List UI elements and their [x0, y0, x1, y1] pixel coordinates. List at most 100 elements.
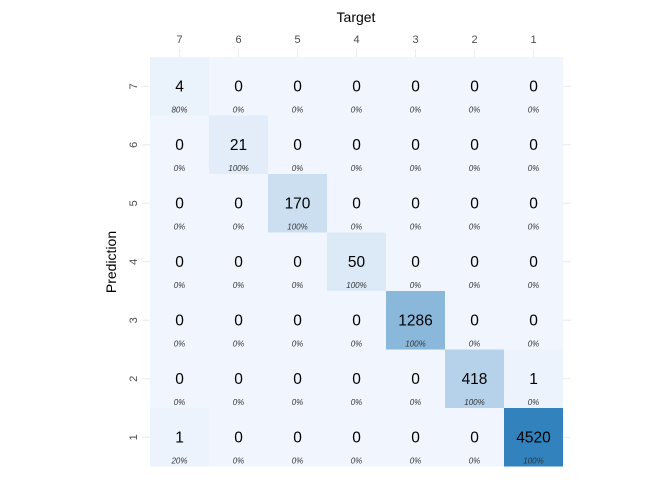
cell-percent-label: 0%	[410, 398, 422, 407]
heatmap-cell	[150, 349, 209, 408]
cell-percent-label: 0%	[233, 223, 245, 232]
cell-percent-label: 0%	[528, 281, 540, 290]
heatmap-cell	[268, 408, 327, 467]
heatmap-cell	[327, 174, 386, 233]
heatmap-cell	[445, 57, 504, 116]
heatmap-cell	[386, 232, 445, 291]
cell-count-label: 0	[234, 312, 243, 329]
cell-percent-label: 0%	[469, 457, 481, 466]
cell-percent-label: 0%	[174, 340, 186, 349]
cell-count-label: 0	[470, 195, 479, 212]
cell-percent-label: 0%	[292, 281, 304, 290]
cell-percent-label: 80%	[171, 106, 187, 115]
heatmap-cell	[504, 115, 563, 174]
cell-percent-label: 0%	[469, 106, 481, 115]
cell-percent-label: 100%	[346, 281, 366, 290]
cell-count-label: 0	[352, 195, 361, 212]
cell-count-label: 0	[234, 429, 243, 446]
cell-count-label: 0	[529, 312, 538, 329]
cell-percent-label: 20%	[170, 457, 187, 466]
heatmap-cell	[268, 291, 327, 350]
heatmap-cell	[150, 57, 209, 116]
cell-percent-label: 0%	[528, 398, 540, 407]
heatmap-cell	[386, 291, 445, 350]
y-tick-label: 5	[128, 200, 140, 206]
cell-count-label: 0	[352, 78, 361, 95]
cell-count-label: 0	[175, 195, 184, 212]
cell-percent-label: 0%	[469, 281, 481, 290]
cell-count-label: 0	[293, 78, 302, 95]
cell-percent-label: 100%	[287, 223, 307, 232]
cell-percent-label: 0%	[351, 164, 363, 173]
cell-percent-label: 100%	[523, 457, 543, 466]
cell-count-label: 0	[470, 137, 479, 154]
cell-count-label: 0	[293, 429, 302, 446]
cell-percent-label: 0%	[233, 340, 245, 349]
cell-count-label: 0	[293, 137, 302, 154]
cell-count-label: 50	[348, 254, 366, 271]
cell-count-label: 0	[529, 78, 538, 95]
heatmap-cell	[445, 349, 504, 408]
cell-percent-label: 0%	[528, 106, 540, 115]
cell-count-label: 0	[470, 429, 479, 446]
heatmap-cell	[209, 174, 268, 233]
heatmap-cell	[209, 57, 268, 116]
cell-count-label: 0	[293, 312, 302, 329]
heatmap-cell	[445, 232, 504, 291]
heatmap-cell	[209, 291, 268, 350]
cell-percent-label: 0%	[174, 398, 186, 407]
cell-count-label: 418	[462, 371, 488, 388]
cell-count-label: 0	[234, 254, 243, 271]
cell-count-label: 0	[352, 429, 361, 446]
heatmap-cell	[209, 115, 268, 174]
cell-percent-label: 0%	[233, 106, 245, 115]
heatmap-cell	[268, 232, 327, 291]
cell-percent-label: 0%	[233, 457, 245, 466]
y-tick-label: 7	[128, 83, 140, 89]
cell-count-label: 1	[529, 371, 538, 388]
cell-count-label: 0	[411, 254, 420, 271]
x-tick-label: 1	[530, 34, 536, 46]
x-tick-label: 7	[176, 34, 182, 46]
heatmap-cell	[504, 232, 563, 291]
x-tick-label: 4	[353, 34, 359, 46]
x-tick-label: 3	[412, 34, 418, 46]
x-tick-label: 5	[294, 34, 300, 46]
cell-count-label: 0	[529, 137, 538, 154]
heatmap-cell	[268, 349, 327, 408]
cell-count-label: 0	[293, 254, 302, 271]
cell-percent-label: 100%	[464, 398, 484, 407]
cell-percent-label: 0%	[410, 164, 422, 173]
cell-percent-label: 0%	[469, 340, 481, 349]
heatmap-cell	[386, 349, 445, 408]
heatmap-cell	[150, 408, 209, 467]
cell-percent-label: 0%	[410, 457, 422, 466]
heatmap-cell	[445, 115, 504, 174]
cell-percent-label: 0%	[410, 281, 422, 290]
cell-percent-label: 0%	[410, 106, 422, 115]
heatmap-cell	[386, 408, 445, 467]
heatmap-cell	[150, 291, 209, 350]
y-tick-label: 2	[128, 376, 140, 382]
cell-count-label: 0	[175, 137, 184, 154]
heatmap-cell	[504, 408, 563, 467]
heatmap-cell	[150, 115, 209, 174]
cell-percent-label: 0%	[351, 106, 363, 115]
cell-percent-label: 0%	[528, 340, 540, 349]
cell-percent-label: 0%	[469, 223, 481, 232]
heatmap-cell	[327, 232, 386, 291]
cell-count-label: 0	[411, 371, 420, 388]
heatmap-cell	[327, 349, 386, 408]
cell-percent-label: 100%	[405, 340, 425, 349]
cell-percent-label: 0%	[351, 223, 363, 232]
cell-percent-label: 0%	[174, 223, 186, 232]
heatmap-cell	[327, 57, 386, 116]
heatmap-cell	[150, 174, 209, 233]
heatmap-cell	[327, 408, 386, 467]
heatmap-cell	[327, 291, 386, 350]
cell-percent-label: 0%	[292, 398, 304, 407]
cell-count-label: 0	[352, 137, 361, 154]
y-tick-label: 4	[128, 259, 140, 265]
cell-count-label: 0	[293, 371, 302, 388]
